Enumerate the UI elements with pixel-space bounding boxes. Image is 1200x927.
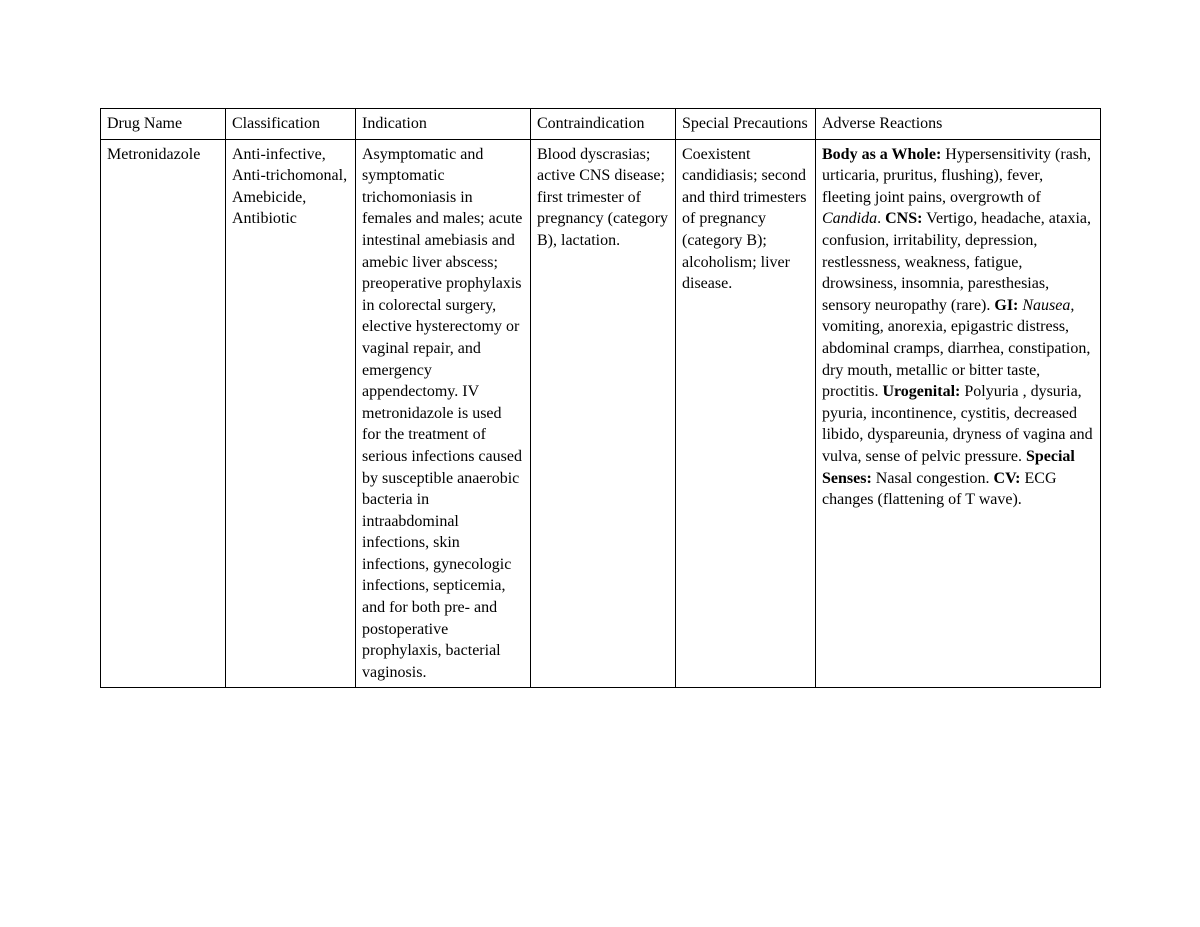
- table-body: Metronidazole Anti-infective, Anti-trich…: [101, 139, 1101, 688]
- table-header: Drug Name Classification Indication Cont…: [101, 109, 1101, 140]
- cell-indication: Asymptomatic and symptomatic trichomonia…: [356, 139, 531, 688]
- table-row: Metronidazole Anti-infective, Anti-trich…: [101, 139, 1101, 688]
- col-header-adverse-reactions: Adverse Reactions: [816, 109, 1101, 140]
- cell-drug-name: Metronidazole: [101, 139, 226, 688]
- cell-special-precautions: Coexistent candidiasis; second and third…: [676, 139, 816, 688]
- drug-table: Drug Name Classification Indication Cont…: [100, 108, 1101, 688]
- col-header-contraindication: Contraindication: [531, 109, 676, 140]
- col-header-classification: Classification: [226, 109, 356, 140]
- cell-adverse-reactions: Body as a Whole: Hypersensitivity (rash,…: [816, 139, 1101, 688]
- col-header-indication: Indication: [356, 109, 531, 140]
- col-header-special-precautions: Special Precautions: [676, 109, 816, 140]
- table-header-row: Drug Name Classification Indication Cont…: [101, 109, 1101, 140]
- cell-contraindication: Blood dyscrasias; active CNS disease; fi…: [531, 139, 676, 688]
- col-header-drug-name: Drug Name: [101, 109, 226, 140]
- cell-classification: Anti-infective, Anti-trichomonal, Amebic…: [226, 139, 356, 688]
